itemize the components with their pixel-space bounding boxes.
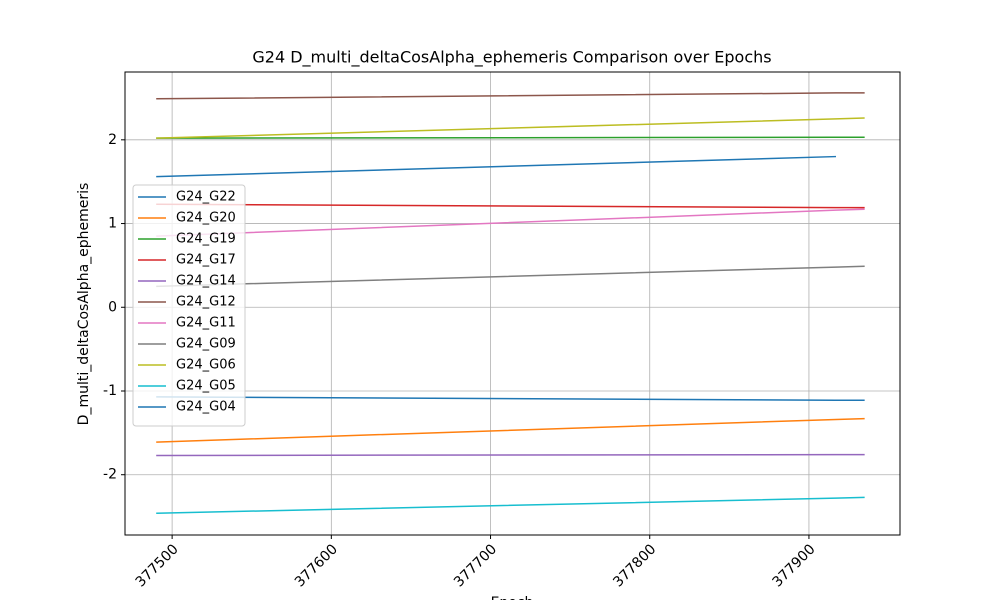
legend-label: G24_G12 xyxy=(176,295,236,310)
legend-label: G24_G04 xyxy=(176,400,236,415)
x-axis-label: Epoch xyxy=(491,595,534,600)
x-tick-label: 377700 xyxy=(451,541,500,590)
legend-label: G24_G17 xyxy=(176,253,236,268)
series-line xyxy=(156,92,865,100)
x-tick-label: 377500 xyxy=(133,541,182,590)
legend-label: G24_G22 xyxy=(176,190,236,205)
series-line xyxy=(156,208,865,237)
series-line xyxy=(156,203,865,209)
legend-label: G24_G20 xyxy=(176,211,236,226)
legend-label: G24_G19 xyxy=(176,232,236,247)
legend-label: G24_G06 xyxy=(176,358,236,373)
legend-label: G24_G11 xyxy=(176,316,236,331)
series-line xyxy=(156,117,865,139)
series-line xyxy=(156,417,865,443)
legend-label: G24_G09 xyxy=(176,337,236,352)
chart-title: G24 D_multi_deltaCosAlpha_ephemeris Comp… xyxy=(252,48,771,68)
plot-frame xyxy=(124,71,901,536)
series-line xyxy=(156,136,865,139)
x-tick-label: 377800 xyxy=(610,541,659,590)
series-line xyxy=(156,496,865,514)
x-tick-label: 377600 xyxy=(292,541,341,590)
y-tick-label: 1 xyxy=(108,216,117,232)
y-tick-label: 2 xyxy=(108,132,117,148)
series-line xyxy=(156,396,865,401)
series-line xyxy=(156,453,865,457)
series-line xyxy=(156,155,837,178)
series-line xyxy=(156,265,865,288)
x-tick-label: 377900 xyxy=(769,541,818,590)
y-axis-label: D_multi_deltaCosAlpha_ephemeris xyxy=(76,183,92,426)
legend-label: G24_G05 xyxy=(176,379,236,394)
y-tick-label: -2 xyxy=(103,467,117,483)
y-tick-label: -1 xyxy=(103,383,117,399)
legend-label: G24_G14 xyxy=(176,274,236,289)
y-tick-label: 0 xyxy=(108,299,117,315)
